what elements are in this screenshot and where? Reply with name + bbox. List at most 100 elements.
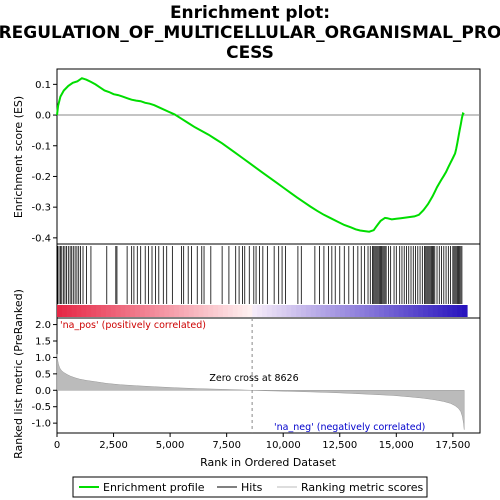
enrichment-profile-line bbox=[56, 77, 465, 233]
x-axis-label: Rank in Ordered Dataset bbox=[200, 456, 337, 469]
gradient-cell bbox=[159, 305, 165, 317]
gradient-cell bbox=[310, 305, 317, 317]
legend-hits-label: Hits bbox=[241, 481, 263, 494]
gradient-cell bbox=[286, 305, 292, 317]
gradient-cell bbox=[198, 305, 205, 317]
gradient-cell bbox=[364, 305, 370, 317]
gradient-cell bbox=[115, 305, 122, 317]
gradient-cell bbox=[340, 305, 346, 317]
gradient-cell bbox=[344, 305, 351, 317]
chart-title-line-3: CESS bbox=[226, 43, 274, 63]
x-tick-label: 10,000 bbox=[266, 440, 301, 451]
es-y-tick-label: -0.3 bbox=[31, 203, 51, 214]
gradient-cell bbox=[57, 305, 63, 317]
gradient-cell bbox=[100, 305, 107, 317]
gradient-cell bbox=[398, 305, 405, 317]
gradient-cell bbox=[247, 305, 253, 317]
gradient-cell bbox=[183, 305, 190, 317]
gradient-cell bbox=[462, 305, 468, 317]
gradient-cell bbox=[252, 305, 258, 317]
chart-title-line-2: REGULATION_OF_MULTICELLULAR_ORGANISMAL_P… bbox=[0, 23, 500, 43]
gradient-cell bbox=[403, 305, 410, 317]
negative-correlation-label: 'na_neg' (negatively correlated) bbox=[274, 422, 425, 433]
gradient-cell bbox=[296, 305, 302, 317]
gradient-cell bbox=[222, 305, 229, 317]
x-axis-ticks: 0 2,500 5,000 7,500 10,000 12,500 15,000 17,500 bbox=[54, 433, 470, 451]
gradient-cell bbox=[369, 305, 375, 317]
gradient-cell bbox=[349, 305, 356, 317]
gradient-cell bbox=[315, 305, 322, 317]
x-tick-label: 0 bbox=[54, 440, 60, 451]
gradient-cell bbox=[149, 305, 156, 317]
gradient-cell bbox=[130, 305, 136, 317]
gradient-cell bbox=[291, 305, 297, 317]
gradient-cell bbox=[413, 305, 419, 317]
gradient-cell bbox=[144, 305, 151, 317]
gradient-cell bbox=[379, 305, 385, 317]
gradient-cell bbox=[305, 305, 312, 317]
gradient-cell bbox=[213, 305, 219, 317]
metric-y-tick-label: -0.5 bbox=[31, 402, 51, 413]
es-y-tick-label: 0.1 bbox=[35, 80, 51, 91]
gradient-cell bbox=[262, 305, 268, 317]
gradient-cell bbox=[218, 305, 224, 317]
metric-y-tick-label: 0.5 bbox=[35, 369, 51, 380]
gradient-cell bbox=[61, 305, 68, 317]
gradient-cell bbox=[335, 305, 341, 317]
gradient-cell bbox=[174, 305, 180, 317]
legend-enrichment-label: Enrichment profile bbox=[103, 481, 205, 494]
x-tick-label: 12,500 bbox=[322, 440, 357, 451]
gradient-cell bbox=[388, 305, 395, 317]
hits-group bbox=[57, 246, 463, 304]
gradient-cell bbox=[330, 305, 336, 317]
zero-cross-label: Zero cross at 8626 bbox=[209, 373, 298, 384]
legend-box bbox=[72, 476, 428, 498]
x-tick-label: 2,500 bbox=[99, 440, 128, 451]
metric-y-tick-label: 1.0 bbox=[35, 353, 51, 364]
gradient-cell bbox=[120, 305, 126, 317]
positive-correlation-label: 'na_pos' (positively correlated) bbox=[60, 320, 206, 331]
gradient-cell bbox=[359, 305, 366, 317]
gradient-cell bbox=[135, 305, 141, 317]
es-y-tick-label: -0.4 bbox=[31, 233, 51, 244]
gradient-cell bbox=[301, 305, 307, 317]
metric-y-axis-label: Ranked list metric (PreRanked) bbox=[12, 289, 25, 459]
gradient-cell bbox=[257, 305, 263, 317]
gradient-cell bbox=[227, 305, 234, 317]
rank-color-gradient bbox=[57, 305, 468, 317]
x-tick-label: 7,500 bbox=[212, 440, 241, 451]
gradient-cell bbox=[188, 305, 195, 317]
gradient-cell bbox=[442, 305, 449, 317]
gradient-cell bbox=[232, 305, 239, 317]
gradient-cell bbox=[91, 305, 97, 317]
gradient-cell bbox=[96, 305, 102, 317]
gradient-cell bbox=[179, 305, 185, 317]
gradient-cell bbox=[125, 305, 131, 317]
x-tick-label: 15,000 bbox=[379, 440, 414, 451]
gradient-cell bbox=[325, 305, 331, 317]
gradient-cell bbox=[437, 305, 444, 317]
gradient-cell bbox=[81, 305, 87, 317]
es-y-ticks: 0.1 0.0 -0.1 -0.2 -0.3 -0.4 bbox=[31, 80, 57, 244]
gradient-cell bbox=[427, 305, 434, 317]
gradient-cell bbox=[139, 305, 146, 317]
gradient-cell bbox=[384, 305, 390, 317]
gradient-cell bbox=[418, 305, 424, 317]
metric-y-tick-label: 1.5 bbox=[35, 337, 51, 348]
gradient-cell bbox=[76, 305, 82, 317]
gradient-cell bbox=[423, 305, 429, 317]
ranking-metric-area bbox=[56, 354, 465, 430]
es-y-tick-label: -0.2 bbox=[31, 172, 51, 183]
gradient-cell bbox=[154, 305, 161, 317]
gradient-cell bbox=[393, 305, 400, 317]
ranking-metric-group bbox=[56, 354, 465, 430]
metric-y-ticks: 2.0 1.5 1.0 0.5 0.0 -0.5 -1.0 bbox=[31, 320, 57, 430]
enrichment-profile-group bbox=[56, 77, 465, 233]
gradient-cell bbox=[452, 305, 458, 317]
gradient-cell bbox=[66, 305, 73, 317]
gradient-cell bbox=[266, 305, 273, 317]
gradient-cell bbox=[276, 305, 283, 317]
gradient-cell bbox=[110, 305, 117, 317]
metric-y-tick-label: -1.0 bbox=[31, 419, 51, 430]
